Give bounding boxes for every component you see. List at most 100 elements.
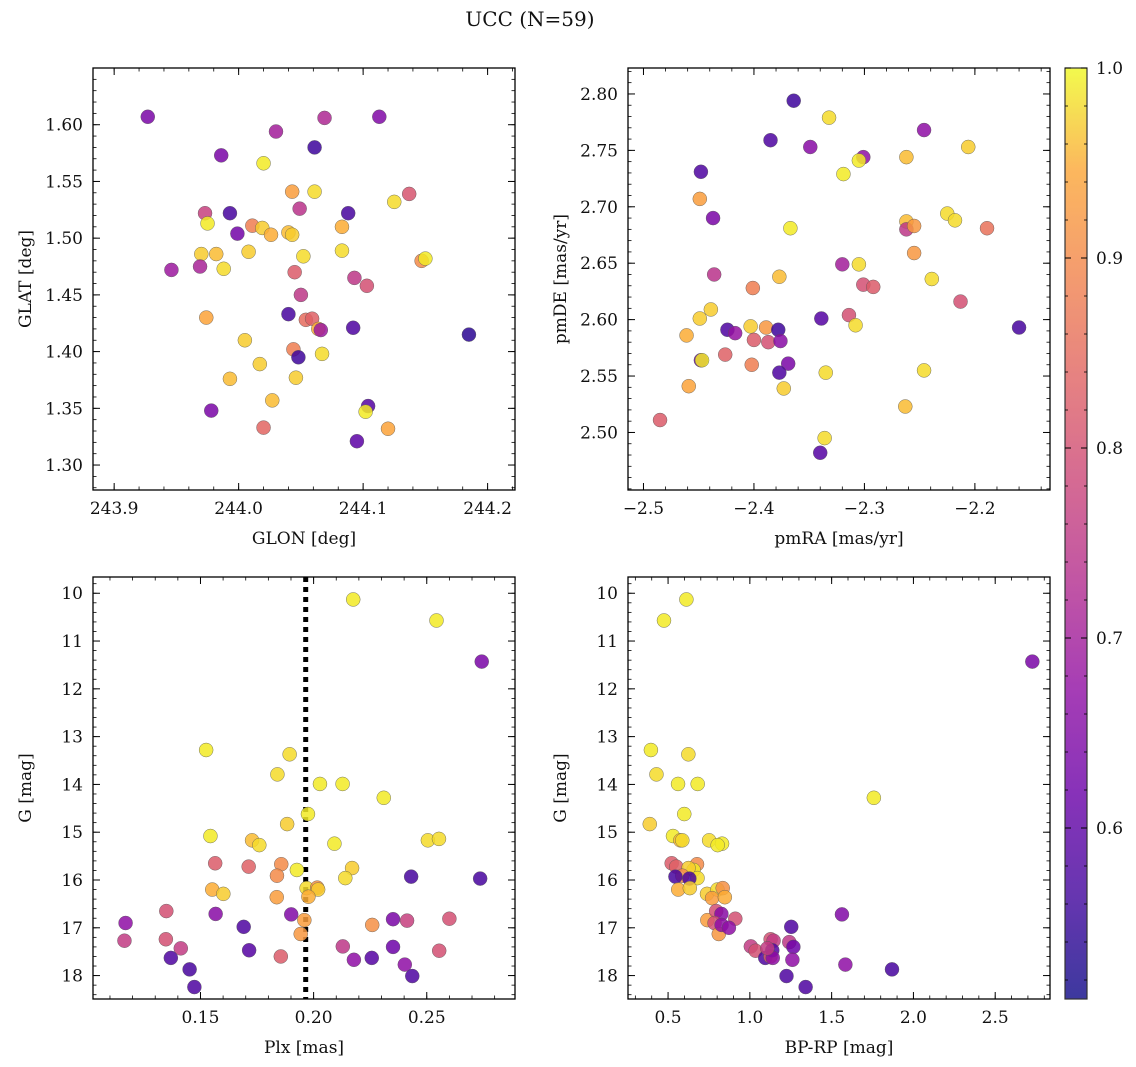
scatter-point [818,365,833,380]
scatter-point [780,356,796,371]
scatter-point [760,941,775,956]
scatter-point [296,249,311,264]
scatter-point [140,109,155,124]
scatter-point [376,790,391,805]
scatter-point [284,227,300,242]
scatter-point [835,257,850,272]
x-axis-label: GLON [deg] [252,529,356,549]
x-tick-label: 2.5 [982,1008,1009,1028]
scatter-point [289,862,305,878]
scatter-point [372,109,387,124]
panel-glon-glat: 243.9 244.0 244.1 244.2 1.30 1.35 1.40 1.45 1.50… [16,67,516,549]
scatter-point [252,837,267,853]
scatter-point [745,280,761,296]
y-axis-label: G [mag] [551,753,571,822]
panel-pmra-pmde: −2.5 −2.4 −2.3 −2.2 2.50 2.55 2.60 2.65 2.70 2.75… [551,67,1051,549]
scatter-point [194,246,209,262]
scatter-point [690,776,705,792]
x-tick-label: 0.5 [655,1008,682,1028]
scatter-point [649,767,664,782]
scatter-point [727,325,743,341]
y-tick-label: 2.55 [580,367,618,387]
scatter-point [288,370,304,385]
scatter-point [385,911,401,927]
scatter-point [397,957,413,972]
scatter-points [652,93,1027,460]
scatter-point [442,911,457,926]
scatter-point [776,381,791,396]
colorbar-tick-label: 0.9 [1096,249,1123,269]
y-tick-label: 15 [596,823,618,843]
scatter-point [307,184,322,199]
y-tick-label: 2.70 [580,198,618,218]
scatter-point [282,747,297,762]
scatter-point [208,906,223,922]
scatter-point [668,869,683,884]
scatter-point [334,219,350,235]
scatter-point [164,262,179,278]
scatter-point [916,363,932,378]
scatter-point [284,907,299,922]
scatter-point [365,917,380,933]
scatter-point [961,139,976,155]
scatter-point [364,950,379,966]
scatter-point [898,399,913,414]
scatter-point [401,186,417,202]
scatter-point [817,430,832,446]
scatter-point [314,346,330,362]
scatter-point [643,742,659,758]
y-tick-label: 1.55 [45,172,83,192]
scatter-points [117,592,489,995]
scatter-point [947,213,963,228]
scatter-point [281,306,296,322]
scatter-point [403,869,419,884]
scatter-point [263,227,279,242]
scatter-point [269,868,285,883]
scatter-point [1011,320,1027,335]
scatter-point [679,592,694,607]
scatter-point [216,886,231,902]
y-tick-label: 11 [61,632,83,652]
scatter-point [199,310,214,325]
scatter-point [679,328,694,343]
scatter-point [418,251,433,266]
panel-bprp-g: 0.5 1.0 1.5 2.0 2.5 10 11 12 13 14 15 16 17 18 BP-RP [… [551,576,1051,1058]
axes-frame [92,576,516,1000]
scatter-point [692,311,708,326]
x-tick-label: 244.0 [214,499,263,519]
scatter-point [349,434,365,449]
scatter-point [300,806,316,822]
scatter-point [256,420,271,435]
scatter-point [335,939,351,954]
scatter-point [813,445,828,460]
scatter-point [216,261,231,276]
y-tick-label: 12 [61,680,83,700]
scatter-point [209,246,224,262]
y-tick-label: 1.35 [45,399,83,419]
scatter-point [779,968,794,984]
scatter-point [763,133,778,148]
scatter-point [681,747,696,762]
scatter-point [866,790,882,805]
scatter-point [772,269,787,284]
scatter-point [884,962,900,977]
scatter-point [241,859,256,874]
y-tick-label: 13 [596,728,618,748]
y-tick-label: 17 [596,919,618,939]
y-tick-label: 13 [61,728,83,748]
scatter-point [158,932,174,947]
scatter-point [675,833,690,848]
scatter-point [924,271,939,287]
scatter-point [310,882,326,897]
y-tick-label: 16 [61,871,83,891]
x-tick-label: 243.9 [90,499,139,519]
scatter-point [670,776,686,792]
scatter-point [291,350,306,365]
scatter-point [761,334,776,350]
scatter-point [230,226,245,241]
x-tick-label: 2.0 [900,1008,927,1028]
scatter-point [798,979,813,995]
scatter-point [268,124,284,139]
scatter-point [347,270,362,286]
scatter-point [307,140,322,155]
